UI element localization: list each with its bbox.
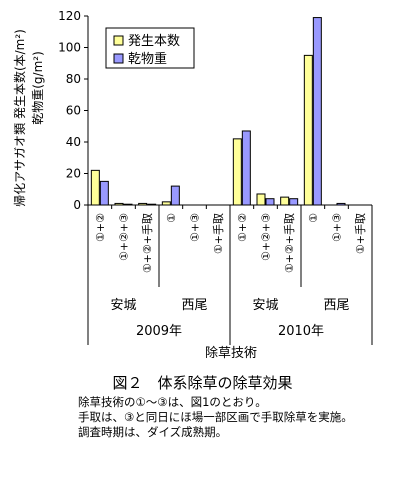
note-line: 除草技術の①～③は、図1のとおり。 bbox=[78, 395, 267, 409]
bar bbox=[303, 54, 313, 206]
bar bbox=[312, 17, 322, 206]
x-tick-label: ①+②+手取 bbox=[282, 213, 296, 273]
x-tick-label: ① bbox=[165, 213, 178, 223]
location-group-label: 安城 bbox=[110, 298, 136, 313]
y-tick-label: 40 bbox=[66, 135, 81, 149]
y-tick-label: 20 bbox=[66, 167, 81, 181]
y-axis-label-line1: 帰化アサガオ類 発生本数(本/m²) bbox=[12, 29, 27, 207]
x-tick-label: ①+②+③ bbox=[260, 213, 273, 261]
x-tick-label: ①+②+③ bbox=[118, 213, 131, 261]
note-line: 手取は、③と同日にほ場一部区画で手取除草を実施。 bbox=[78, 410, 353, 424]
x-axis-title: 除草技術 bbox=[205, 346, 257, 361]
y-axis-label: 帰化アサガオ類 発生本数(本/m²) 乾物重(g/m²) bbox=[12, 29, 45, 207]
x-tick-label: ①+③ bbox=[189, 213, 202, 242]
year-group-label: 2009年 bbox=[136, 324, 182, 339]
bar bbox=[280, 196, 290, 206]
bar bbox=[256, 193, 266, 206]
legend-entry: 乾物重 bbox=[128, 51, 167, 67]
x-tick-label: ①+② bbox=[94, 213, 107, 242]
x-tick-label: ① bbox=[307, 213, 320, 223]
year-group-label: 2010年 bbox=[278, 324, 324, 339]
figure-caption: 図２ 体系除草の除草効果 bbox=[112, 374, 293, 392]
bar bbox=[232, 138, 242, 206]
bar-chart: 帰化アサガオ類 発生本数(本/m²) 乾物重(g/m²) 0 20 40 60 80 10… bbox=[12, 9, 373, 361]
location-group-label: 安城 bbox=[252, 298, 278, 313]
y-tick-label: 60 bbox=[66, 104, 81, 118]
y-axis: 0 20 40 60 80 100 120 bbox=[58, 9, 89, 212]
legend-swatch bbox=[113, 35, 124, 46]
bar bbox=[241, 130, 251, 206]
y-tick-label: 80 bbox=[66, 72, 81, 86]
legend-entry: 発生本数 bbox=[128, 34, 180, 49]
y-axis-label-line2: 乾物重(g/m²) bbox=[31, 51, 45, 125]
location-group-label: 西尾 bbox=[181, 298, 207, 313]
y-tick-label: 0 bbox=[73, 198, 81, 212]
figure-notes: 除草技術の①～③は、図1のとおり。 手取は、③と同日にほ場一部区画で手取除草を実… bbox=[78, 395, 353, 440]
legend-swatch bbox=[113, 53, 124, 64]
bar bbox=[289, 198, 299, 206]
bar bbox=[90, 169, 100, 206]
x-axis: ①+② ①+②+③ ①+②+手取 ① ①+③ ①+手取 ①+② ①+②+③ ①+②+手取 ① ①+③… bbox=[87, 204, 373, 345]
x-tick-label: ①+③ bbox=[331, 213, 344, 242]
x-tick-label: ①+手取 bbox=[211, 213, 225, 254]
note-line: 調査時期は、ダイズ成熟期。 bbox=[78, 425, 228, 439]
bar bbox=[265, 198, 275, 206]
location-group-label: 西尾 bbox=[323, 298, 349, 313]
y-tick-label: 100 bbox=[58, 41, 81, 55]
y-tick-label: 120 bbox=[58, 9, 81, 23]
bar bbox=[99, 180, 109, 206]
x-tick-label: ①+手取 bbox=[353, 213, 367, 254]
x-tick-label: ①+②+手取 bbox=[140, 213, 154, 273]
x-tick-label: ①+② bbox=[236, 213, 249, 242]
bar bbox=[170, 185, 180, 206]
